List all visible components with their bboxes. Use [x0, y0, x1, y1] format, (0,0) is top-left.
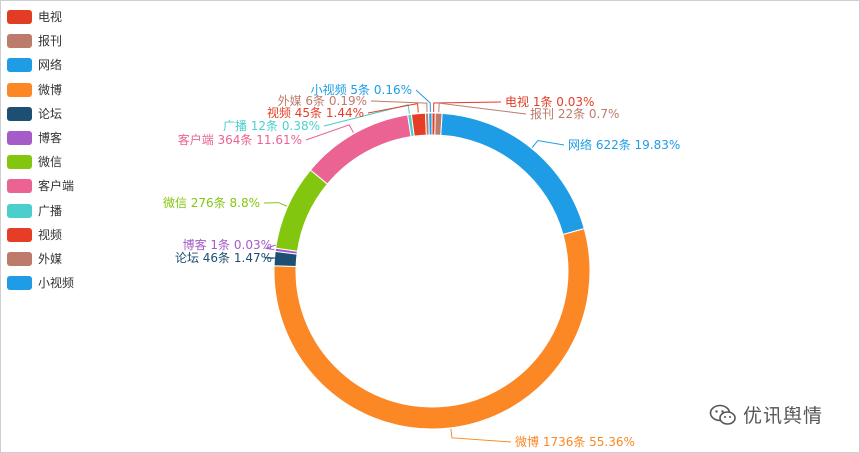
slice-label: 电视 1条 0.03% [505, 94, 594, 109]
donut-slice[interactable] [428, 112, 433, 136]
watermark-text: 优讯舆情 [743, 405, 824, 427]
legend-swatch [7, 106, 32, 121]
donut-slice[interactable] [440, 112, 585, 236]
legend-label: 微博 [38, 82, 63, 97]
donut-slice[interactable] [410, 112, 427, 137]
label-leader-line [263, 202, 287, 207]
label-leader-line [305, 124, 354, 141]
legend-swatch [7, 82, 32, 97]
legend-label: 微信 [38, 155, 63, 170]
legend-item[interactable]: 博客 [7, 126, 74, 150]
donut-slice[interactable] [275, 169, 329, 252]
legend-item[interactable]: 微信 [7, 150, 74, 174]
legend-item[interactable]: 论坛 [7, 102, 74, 126]
label-leader-line [370, 100, 428, 113]
legend-swatch [7, 131, 32, 146]
legend-swatch [7, 58, 32, 73]
legend-swatch [7, 155, 32, 170]
label-leader-line [323, 104, 410, 127]
legend-swatch [7, 203, 32, 218]
legend-item[interactable]: 小视频 [7, 271, 74, 295]
legend-swatch [7, 227, 32, 242]
legend-swatch [7, 276, 32, 291]
slice-label: 广播 12条 0.38% [223, 119, 320, 133]
legend-swatch [7, 251, 32, 266]
chart-legend: 电视报刊网络微博论坛博客微信客户端广播视频外媒小视频 [7, 5, 74, 295]
wechat-icon [709, 404, 736, 425]
legend-label: 电视 [38, 10, 63, 25]
legend-item[interactable]: 外媒 [7, 247, 74, 271]
label-leader-line [531, 140, 565, 148]
slice-label: 小视频 5条 0.16% [311, 82, 412, 97]
legend-label: 论坛 [38, 106, 63, 121]
legend-item[interactable]: 微博 [7, 78, 74, 102]
slice-label: 客户端 364条 11.61% [178, 132, 302, 147]
slice-label: 博客 1条 0.03% [183, 237, 272, 252]
legend-swatch [7, 179, 32, 194]
legend-item[interactable]: 客户端 [7, 174, 74, 198]
label-leader-line [264, 257, 277, 259]
slice-label: 视频 45条 1.44% [267, 105, 364, 120]
legend-label: 视频 [38, 227, 63, 242]
legend-swatch [7, 10, 32, 25]
label-leader-line [367, 103, 419, 114]
slice-label: 论坛 46条 1.47% [175, 251, 272, 265]
label-leader-line [433, 101, 502, 113]
legend-item[interactable]: 报刊 [7, 29, 74, 53]
legend-item[interactable]: 网络 [7, 53, 74, 77]
slice-label: 报刊 22条 0.7% [530, 106, 619, 121]
slice-label: 微信 276条 8.8% [163, 196, 260, 210]
slice-label: 微博 1736条 55.36% [515, 434, 635, 449]
legend-label: 外媒 [38, 251, 63, 266]
legend-label: 博客 [38, 131, 63, 146]
legend-item[interactable]: 视频 [7, 223, 74, 247]
legend-item[interactable]: 电视 [7, 5, 74, 29]
donut-slice[interactable] [273, 228, 591, 430]
legend-label: 广播 [38, 203, 63, 218]
legend-swatch [7, 34, 32, 49]
legend-label: 小视频 [38, 276, 75, 291]
slice-label: 外媒 6条 0.19% [278, 94, 367, 108]
label-leader-line [438, 102, 527, 115]
legend-label: 客户端 [38, 179, 75, 194]
legend-label: 报刊 [38, 34, 63, 49]
watermark: 优讯舆情 [709, 401, 823, 428]
slice-label: 网络 622条 19.83% [568, 137, 680, 152]
label-leader-line [265, 244, 277, 251]
legend-label: 网络 [38, 58, 63, 73]
label-leader-line [450, 428, 512, 443]
legend-item[interactable]: 广播 [7, 199, 74, 223]
label-leader-line [415, 89, 431, 113]
